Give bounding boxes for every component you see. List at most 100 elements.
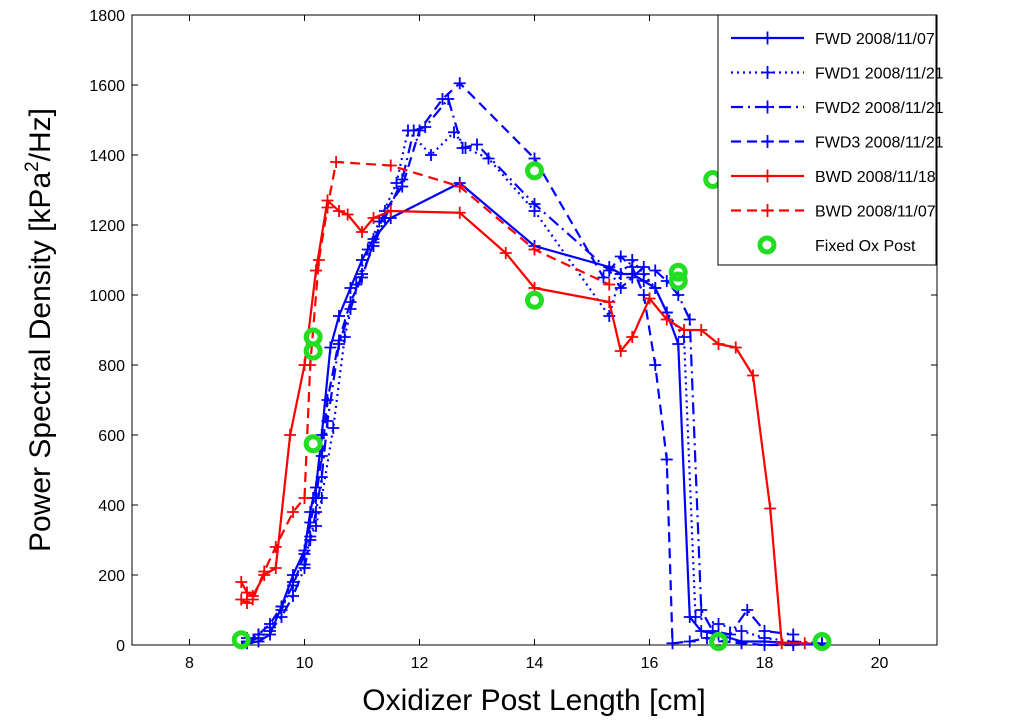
data-point — [327, 422, 340, 434]
series-2 — [241, 93, 800, 648]
data-point — [683, 635, 696, 648]
legend-entry: BWD 2008/11/18 — [731, 169, 936, 186]
x-tick-label: 16 — [641, 655, 659, 672]
legend-label: FWD2 2008/11/21 — [815, 100, 944, 117]
data-point — [741, 604, 754, 616]
data-point — [310, 264, 322, 277]
data-point — [758, 625, 771, 637]
fixed-ox-post-point — [303, 434, 323, 454]
data-point — [614, 268, 627, 280]
y-tick-label: 800 — [98, 358, 125, 375]
data-point — [356, 271, 368, 284]
y-tick-label: 1200 — [89, 218, 125, 235]
x-tick-label: 8 — [185, 655, 194, 672]
legend-marker — [761, 100, 774, 114]
data-point — [724, 628, 736, 641]
data-point — [246, 593, 259, 606]
data-point — [603, 278, 616, 291]
legend-label: FWD 2008/11/07 — [815, 31, 935, 48]
data-point — [614, 250, 627, 263]
data-point — [315, 450, 328, 462]
data-point — [384, 159, 397, 172]
data-point — [298, 548, 311, 560]
y-axis-label: Power Spectral Density [kPa2/Hz] — [22, 108, 57, 552]
x-tick-label: 10 — [296, 655, 314, 672]
data-point — [269, 562, 282, 574]
data-point — [729, 341, 742, 354]
data-point — [649, 359, 662, 371]
data-point — [453, 206, 466, 219]
data-point — [649, 264, 662, 277]
legend-label: BWD 2008/11/07 — [815, 204, 936, 221]
fixed-ox-post-point — [303, 341, 323, 361]
data-point — [643, 292, 656, 305]
data-point — [482, 152, 495, 165]
data-point — [298, 492, 311, 504]
data-point — [315, 471, 328, 483]
y-tick-label: 0 — [116, 638, 125, 655]
legend-marker — [761, 204, 774, 217]
data-point — [695, 604, 708, 616]
legend-entry: Fixed Ox Post — [757, 235, 916, 255]
data-point — [321, 415, 334, 427]
y-tick-label: 1800 — [89, 8, 125, 25]
data-point — [787, 628, 800, 641]
legend-entry: FWD2 2008/11/21 — [731, 100, 944, 117]
fixed-ox-post-point — [525, 161, 544, 181]
data-point — [287, 590, 299, 602]
series-line — [246, 97, 794, 643]
data-point — [298, 562, 311, 574]
data-point — [712, 618, 725, 630]
data-point — [660, 313, 673, 326]
series-3 — [241, 77, 800, 651]
data-point — [287, 579, 299, 592]
data-point — [626, 271, 639, 284]
data-point — [304, 359, 317, 371]
legend-marker — [761, 31, 774, 45]
data-point — [287, 506, 299, 518]
data-point — [324, 341, 337, 354]
legend-label: Fixed Ox Post — [815, 238, 916, 255]
legend: FWD 2008/11/07 FWD1 2008/11/21 FWD2 2008/1… — [717, 14, 944, 266]
data-point — [350, 278, 363, 291]
data-point — [413, 124, 426, 137]
data-point — [649, 282, 662, 294]
data-point — [341, 208, 354, 221]
data-point — [367, 236, 380, 249]
data-point — [356, 254, 368, 266]
data-point — [275, 600, 288, 613]
x-axis-label: Oxidizer Post Length [cm] — [362, 684, 705, 717]
data-point — [304, 516, 317, 529]
data-point — [660, 453, 673, 466]
data-point — [333, 334, 345, 347]
series-5 — [235, 156, 616, 609]
legend-label: FWD3 2008/11/21 — [815, 135, 944, 152]
axis-ticks: 8 10 12 14 16 18 20020040060080010001200140016… — [89, 8, 937, 672]
data-point — [275, 611, 288, 623]
fixed-ox-post-point — [668, 262, 688, 282]
data-point — [614, 282, 627, 294]
fixed-ox-post-point — [812, 632, 832, 651]
legend-marker — [761, 169, 774, 183]
data-point — [528, 198, 541, 210]
legend-entry: FWD1 2008/11/21 — [731, 66, 944, 83]
data-point — [258, 565, 271, 578]
x-tick-label: 14 — [526, 655, 544, 672]
data-point — [453, 77, 466, 90]
data-point — [436, 93, 449, 105]
data-point — [264, 618, 276, 630]
data-point — [471, 138, 483, 151]
data-point — [310, 492, 322, 504]
data-point — [735, 625, 748, 637]
fixed-ox-post-point — [525, 290, 544, 310]
data-point — [603, 296, 616, 308]
legend-box — [717, 14, 937, 266]
y-tick-label: 200 — [98, 568, 125, 585]
data-point — [269, 541, 282, 553]
data-point — [252, 628, 265, 641]
data-point — [695, 625, 708, 637]
x-tick-label: 12 — [411, 655, 429, 672]
legend-marker — [761, 135, 774, 148]
legend-label: FWD1 2008/11/21 — [815, 66, 944, 83]
